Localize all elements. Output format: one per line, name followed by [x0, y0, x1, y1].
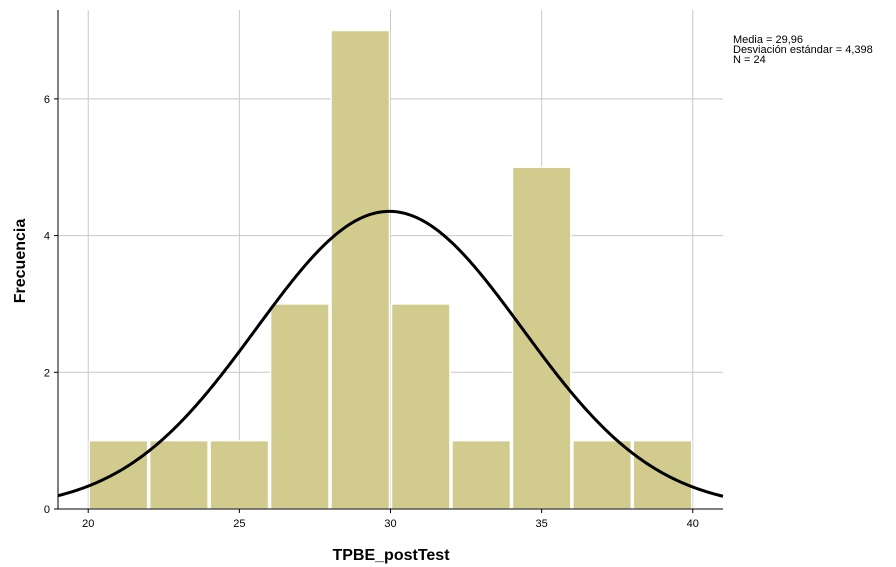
y-tick-label: 4	[44, 231, 50, 243]
histogram-bar	[209, 439, 270, 510]
histogram-bar	[632, 439, 693, 510]
x-tick-label: 30	[384, 518, 396, 530]
histogram-bar	[390, 303, 451, 510]
tick-labels: 0 2 4 6 20 25 30 35 40	[44, 94, 699, 530]
histogram-bar	[511, 166, 572, 510]
mean-label: Media = 29,96	[733, 34, 804, 46]
y-tick-label: 0	[44, 504, 50, 516]
stats-legend: Media = 29,96 Desviación estándar = 4,39…	[733, 34, 873, 66]
axes	[54, 10, 723, 513]
histogram-bar	[88, 439, 149, 510]
n-label: N = 24	[733, 54, 766, 66]
sd-label: Desviación estándar = 4,398	[733, 44, 873, 56]
histogram-bar	[330, 29, 391, 510]
normal-curve-layer	[57, 209, 724, 498]
y-tick-label: 2	[44, 367, 50, 379]
x-tick-label: 40	[687, 518, 699, 530]
y-axis-label: Frecuencia	[12, 219, 29, 304]
x-tick-label: 25	[233, 518, 245, 530]
grid-lines	[58, 10, 723, 509]
normal-curve	[57, 209, 724, 498]
histogram-bars	[88, 29, 693, 510]
histogram-bar	[451, 439, 512, 510]
x-tick-label: 20	[82, 518, 94, 530]
x-axis-label: TPBE_postTest	[332, 547, 450, 564]
histogram-bar	[572, 439, 633, 510]
y-tick-label: 6	[44, 94, 50, 106]
x-tick-label: 35	[536, 518, 548, 530]
histogram-bar	[148, 439, 209, 510]
histogram-bar	[269, 303, 330, 510]
